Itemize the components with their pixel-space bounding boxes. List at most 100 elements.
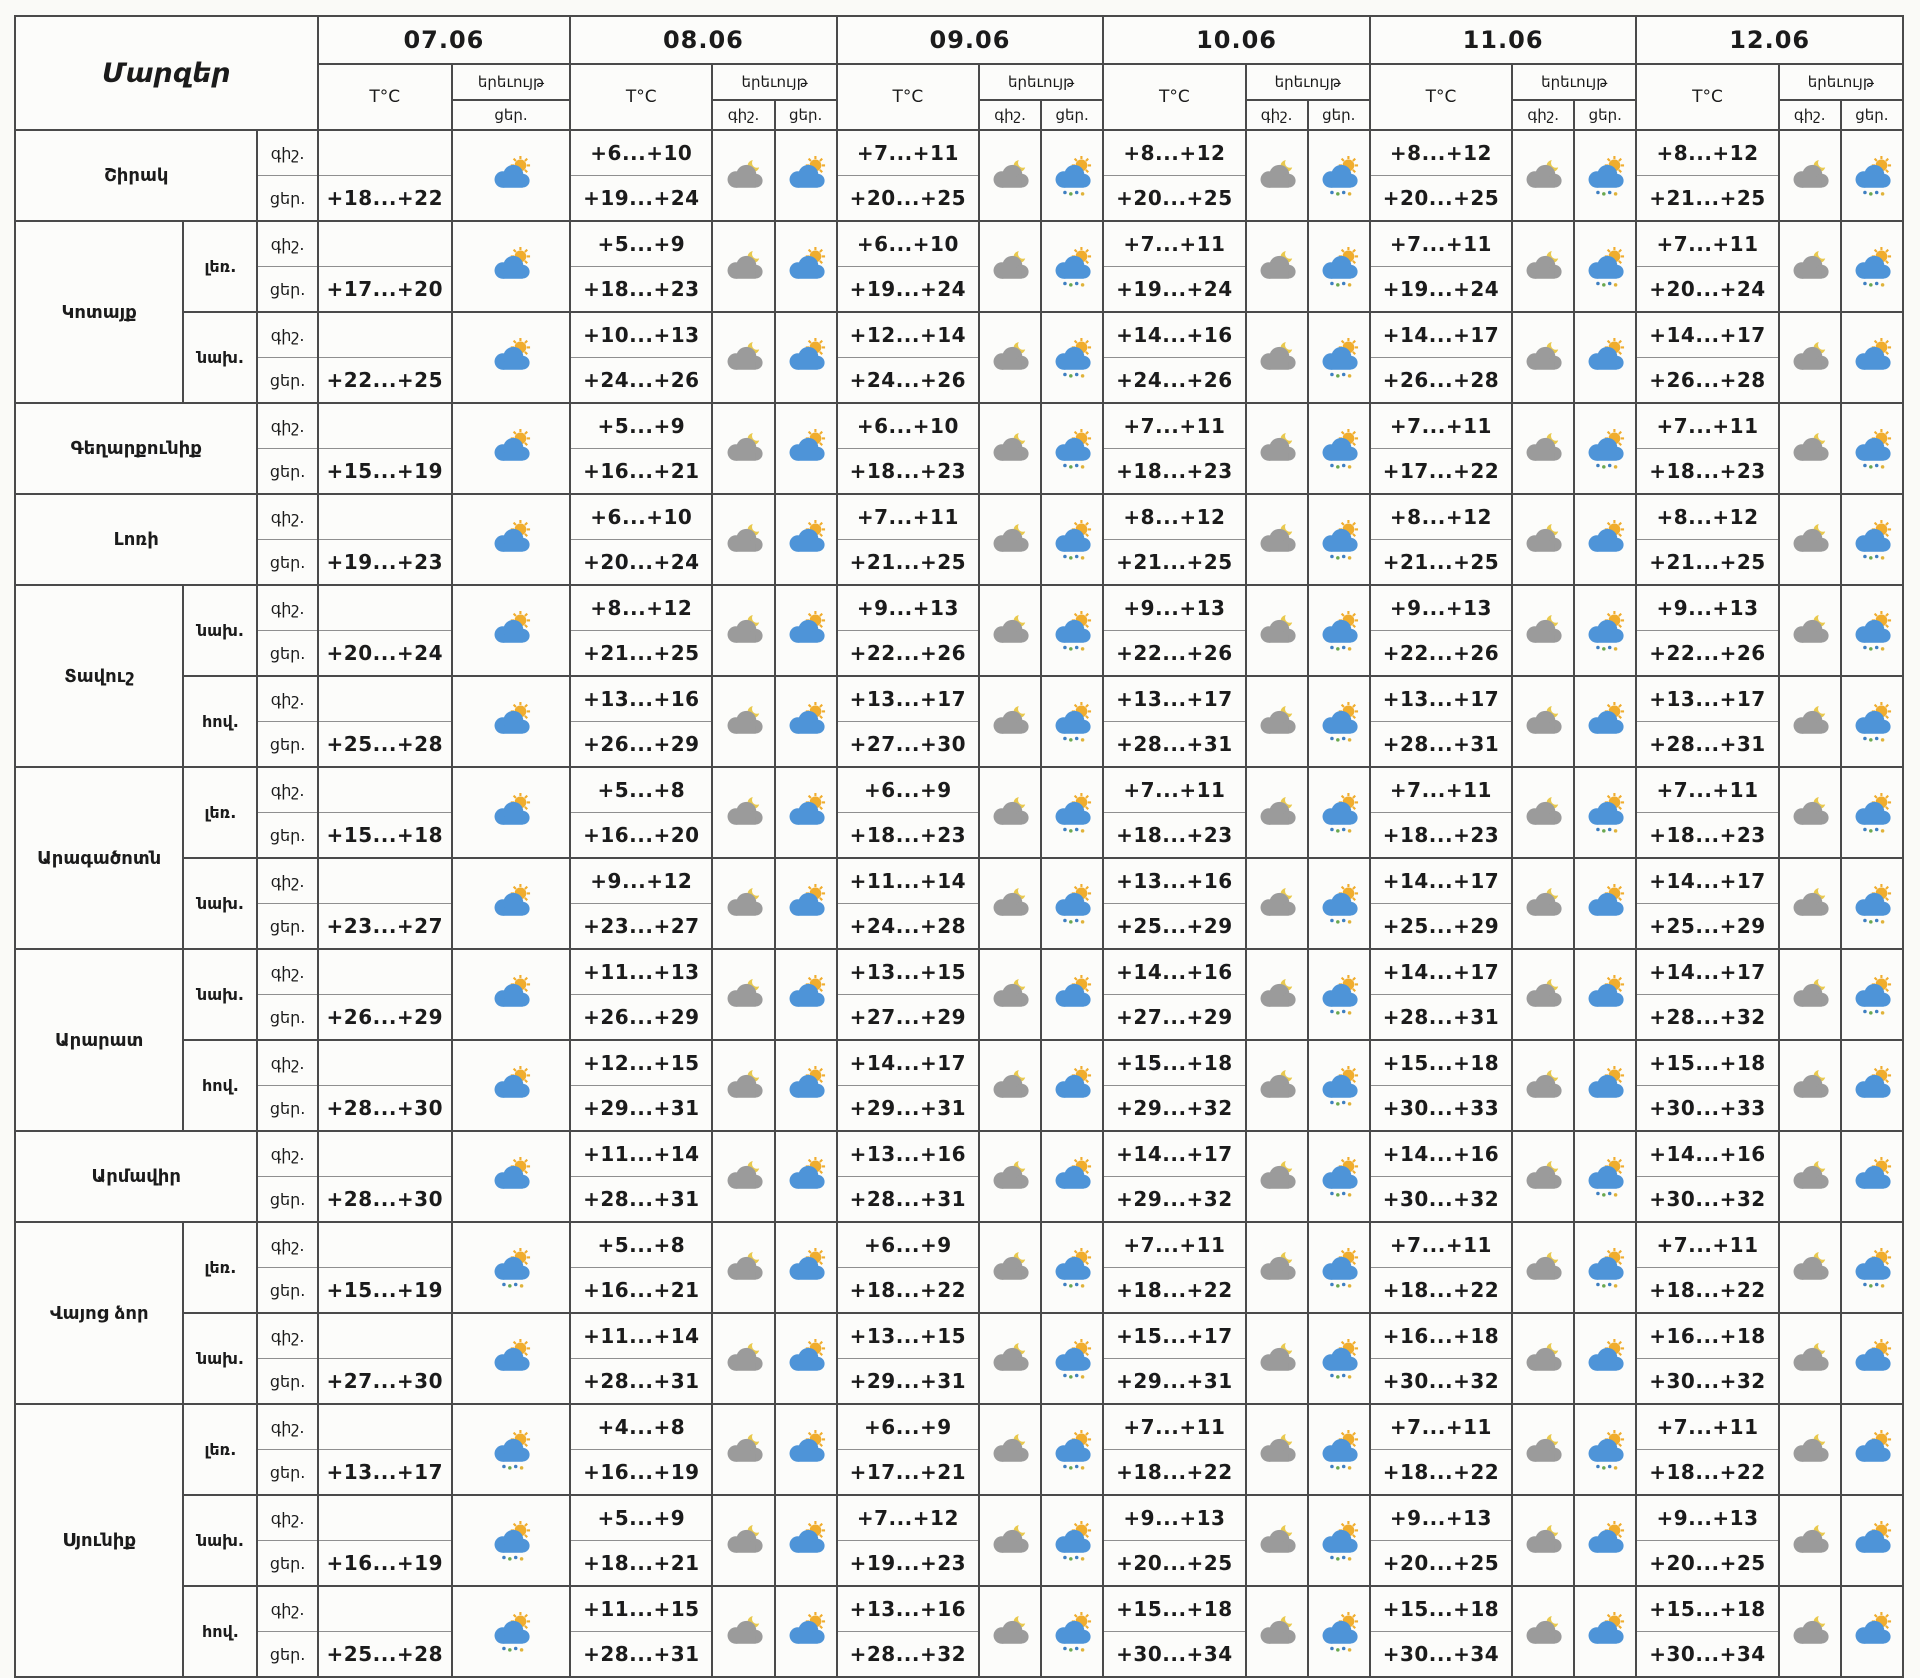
weather-night-cell	[1244, 1494, 1309, 1587]
temp-day-value: +28...+31	[1368, 721, 1514, 768]
sun-cloud-icon	[789, 1247, 825, 1280]
weather-day-cell	[1573, 1494, 1638, 1587]
temp-night-value	[316, 1494, 453, 1541]
temp-night-value	[316, 220, 453, 267]
temp-day-value: +25...+29	[1368, 903, 1514, 950]
sun-cloud-rain-icon	[1055, 701, 1092, 742]
weather-day-cell	[1306, 311, 1371, 404]
weather-night-cell	[711, 311, 776, 404]
weather-night-cell	[1777, 584, 1842, 677]
temp-night-value: +15...+18	[1368, 1039, 1514, 1086]
weather-night-cell	[1511, 402, 1576, 495]
day-row-label: ցեր.	[256, 357, 319, 404]
moon-cloud-icon	[727, 521, 763, 552]
subregion-label: նախ.	[182, 311, 259, 404]
temp-night-value: +14...+17	[1368, 311, 1514, 358]
sun-cloud-icon	[1855, 1156, 1891, 1189]
night-row-label: գիշ.	[256, 948, 319, 995]
temp-night-value: +14...+17	[1368, 857, 1514, 904]
moon-cloud-icon	[1793, 1613, 1829, 1644]
moon-cloud-icon	[1526, 1340, 1562, 1371]
temp-night-value: +7...+11	[1635, 766, 1780, 813]
weather-day-cell	[1040, 1585, 1105, 1678]
temp-day-value: +18...+23	[835, 448, 981, 495]
temp-night-value: +12...+15	[569, 1039, 714, 1086]
temp-day-value: +16...+19	[569, 1449, 714, 1496]
temp-night-value: +6...+9	[835, 766, 981, 813]
temp-night-value: +13...+16	[835, 1130, 981, 1177]
night-row-label: գիշ.	[256, 675, 319, 722]
temp-day-value: +28...+30	[316, 1085, 453, 1132]
weather-day-cell	[1573, 1221, 1638, 1314]
weather-night-cell	[1244, 1221, 1309, 1314]
sun-cloud-rain-icon	[1855, 610, 1891, 651]
sun-cloud-icon	[789, 974, 825, 1007]
sun-cloud-icon	[789, 246, 825, 279]
weather-night-cell	[1511, 584, 1576, 677]
sun-cloud-rain-icon	[494, 1429, 531, 1470]
weather-night-cell	[977, 129, 1043, 222]
sun-cloud-rain-icon	[1322, 246, 1358, 287]
weather-night-cell	[1777, 1312, 1842, 1405]
temp-night-value	[316, 493, 453, 540]
day-row-label: ցեր.	[256, 630, 319, 677]
temp-day-value: +28...+31	[1635, 721, 1780, 768]
temp-day-value: +18...+21	[569, 1540, 714, 1587]
moon-cloud-icon	[1793, 1249, 1829, 1280]
moon-cloud-icon	[1260, 1249, 1296, 1280]
forecast-row-night: Տավուշ նախ. գիշ. +8...+12 +9...+13 +9...+13 +9…	[13, 584, 1905, 768]
weather-day-cell	[1573, 857, 1638, 950]
weather-day-cell	[773, 1585, 838, 1678]
moon-cloud-icon	[727, 612, 763, 643]
temp-night-value: +7...+11	[1102, 1221, 1247, 1268]
moon-cloud-icon	[727, 703, 763, 734]
sun-cloud-icon	[494, 246, 531, 279]
moon-cloud-icon	[727, 1067, 763, 1098]
weather-day-cell	[1839, 311, 1905, 404]
phenomenon-header: երեւույթ	[1777, 63, 1905, 101]
weather-night-cell	[711, 1585, 776, 1678]
weather-day-cell	[1306, 857, 1371, 950]
weather-night-cell	[1244, 1039, 1309, 1132]
temp-night-value	[316, 675, 453, 722]
moon-cloud-icon	[1793, 248, 1829, 279]
weather-day-cell	[1040, 675, 1105, 768]
temp-day-value: +20...+25	[1635, 1540, 1780, 1587]
moon-cloud-icon	[1793, 1067, 1829, 1098]
sun-cloud-rain-icon	[1855, 701, 1891, 742]
weather-night-cell	[711, 1221, 776, 1314]
temp-day-value: +16...+21	[569, 1267, 714, 1314]
forecast-row-day: ցեր. +20...+24 +21...+25 +22...+26 +22...+26…	[15, 630, 1903, 677]
temp-day-value: +28...+31	[569, 1631, 714, 1678]
sun-cloud-rain-icon	[1322, 155, 1358, 196]
temp-day-value: +28...+31	[569, 1358, 714, 1405]
sun-cloud-rain-icon	[1055, 519, 1092, 560]
moon-cloud-icon	[1260, 1158, 1296, 1189]
forecast-row-night: Շիրակ գիշ. +6...+10 +7...+11 +8...+12 +8...+1…	[13, 129, 1905, 222]
forecast-row-day: ցեր. +15...+19 +16...+21 +18...+22 +18...+22…	[15, 1267, 1903, 1314]
temp-night-value	[316, 948, 453, 995]
moon-cloud-icon	[1526, 1249, 1562, 1280]
temp-night-value: +10...+13	[569, 311, 714, 358]
weather-night-cell	[1511, 1039, 1576, 1132]
temp-day-value: +18...+22	[1102, 1267, 1247, 1314]
forecast-row-day: ցեր. +22...+25 +24...+26 +24...+26 +24...+26…	[15, 357, 1903, 404]
subregion-label: նախ.	[182, 1494, 259, 1587]
temp-day-value: +20...+24	[569, 539, 714, 586]
region-name: Կոտայք	[13, 220, 185, 404]
moon-cloud-icon	[1260, 248, 1296, 279]
temp-day-value: +21...+25	[1368, 539, 1514, 586]
temp-night-value: +14...+17	[1635, 948, 1780, 995]
weather-day-cell	[450, 220, 572, 313]
sun-cloud-icon	[494, 1065, 531, 1098]
sun-cloud-icon	[1588, 883, 1625, 916]
moon-cloud-icon	[993, 612, 1029, 643]
sun-cloud-icon	[789, 610, 825, 643]
sun-cloud-icon	[1588, 1520, 1625, 1553]
night-row-label: գիշ.	[256, 402, 319, 449]
sun-cloud-rain-icon	[1322, 974, 1358, 1015]
sun-cloud-rain-icon	[1588, 1247, 1625, 1288]
date-header: 11.06	[1368, 15, 1638, 65]
temp-day-value: +30...+34	[1102, 1631, 1247, 1678]
temp-night-value: +5...+9	[569, 1494, 714, 1541]
